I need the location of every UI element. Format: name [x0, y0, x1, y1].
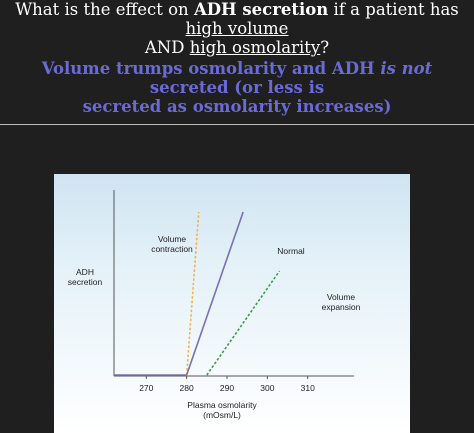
series-line-2	[206, 270, 281, 376]
answer-part2: secreted (or less is	[149, 78, 325, 97]
question-line2-prefix: AND	[144, 38, 190, 57]
series-label-0-0: Volume	[158, 234, 187, 244]
question-bold: ADH secretion	[193, 0, 329, 19]
series-line-0	[185, 211, 200, 376]
question-text: What is the effect on ADH secretion if a…	[0, 0, 474, 57]
question-line-1: What is the effect on ADH secretion if a…	[0, 0, 474, 38]
question-underline-osmolarity: high osmolarity	[189, 38, 321, 57]
answer-line-2: secreted as osmolarity increases)	[82, 97, 392, 116]
adh-osmolarity-figure: 270 280 290 300 310 Volume contraction Normal Vo…	[54, 174, 410, 433]
x-tick-label-280: 280	[180, 383, 194, 393]
x-tick-label-310: 310	[301, 383, 315, 393]
x-tick-label-270: 270	[139, 383, 153, 393]
series-label-1-0: Normal	[277, 246, 305, 256]
y-axis-label-1: secretion	[68, 277, 103, 287]
x-axis-label-0: Plasma osmolarity	[187, 400, 257, 410]
x-tick-label-300: 300	[260, 383, 274, 393]
x-tick-label-290: 290	[220, 383, 234, 393]
series-label-2-0: Volume	[327, 292, 356, 302]
question-end: ?	[320, 38, 330, 57]
answer-text: Volume trumps osmolarity and ADH is not …	[0, 59, 474, 116]
divider	[0, 124, 474, 125]
question-part1: What is the effect on	[15, 0, 194, 19]
question-part2: if a patient has	[328, 0, 459, 19]
answer-italic: is not	[380, 59, 433, 78]
series-label-2-1: expansion	[322, 302, 361, 312]
answer-part1: Volume trumps osmolarity and ADH	[41, 59, 381, 78]
series-label-0-1: contraction	[151, 244, 193, 254]
y-axis-label-0: ADH	[76, 267, 94, 277]
x-axis-label-1: (mOsm/L)	[203, 410, 241, 420]
series-line-1	[185, 211, 244, 376]
question-line-2: AND high osmolarity?	[0, 38, 474, 57]
answer-line-1: Volume trumps osmolarity and ADH is not …	[0, 59, 474, 97]
question-underline-volume: high volume	[185, 19, 289, 38]
